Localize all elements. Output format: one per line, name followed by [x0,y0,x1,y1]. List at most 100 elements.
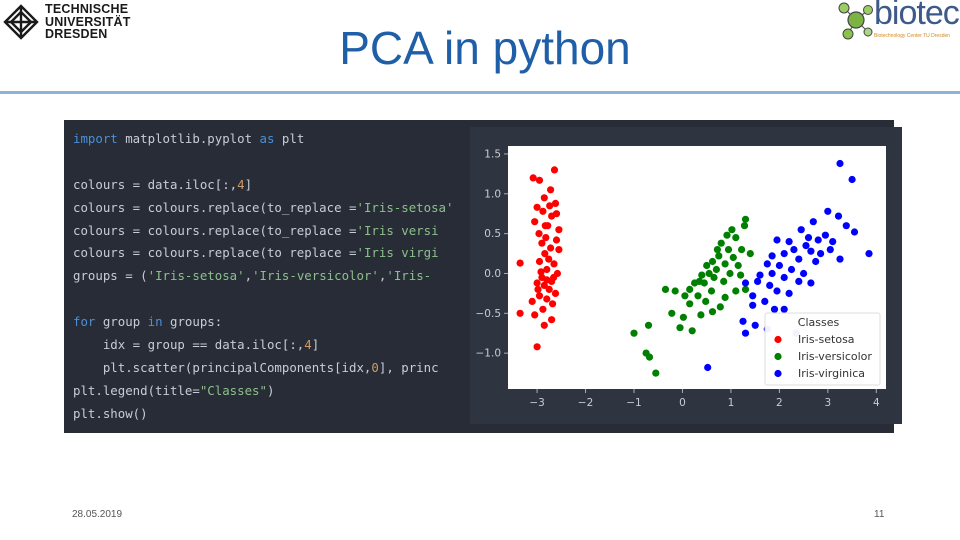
code-token: matplotlib.pyplot [117,131,260,146]
scatter-point [545,255,553,263]
legend-marker [774,335,782,344]
scatter-point [708,257,717,266]
code-token: "Classes" [199,382,267,398]
biotec-logo: biotec Biotechnology Center TU Dresden [836,0,960,44]
code-token: colours = colours.replace(to_replace = [73,199,357,215]
scatter-point [533,279,541,287]
code-token: 'Iris versi [356,222,439,238]
scatter-point [551,199,560,207]
x-tick-label: 0 [679,397,686,409]
legend-label: Iris-virginica [798,367,865,380]
tu-line-3: DRESDEN [45,27,108,41]
scatter-point [535,176,544,184]
scatter-point [717,239,725,247]
scatter-point [824,207,832,215]
scatter-point [850,228,859,236]
scatter-point [715,252,723,260]
legend-label: Iris-versicolor [798,350,872,363]
scatter-point [741,279,750,287]
scatter-point [551,289,560,297]
scatter-point [768,269,776,278]
legend-marker [774,369,782,378]
scatter-point [555,246,563,254]
scatter-point [535,230,543,238]
scatter-point [826,246,834,254]
scatter-point [531,218,539,226]
y-tick-label: 0.5 [484,228,501,240]
scatter-point [775,261,783,270]
code-token: 'Iris-setosa' [147,268,245,284]
scatter-point [807,279,815,287]
tu-dresden-logo: TECHNISCHE UNIVERSITÄT DRESDEN [2,2,142,42]
scatter-point [842,222,850,230]
code-token: 4 [237,176,245,192]
scatter-point [728,226,736,234]
y-tick-label: 0.0 [484,268,501,280]
scatter-point [732,287,740,295]
slide-title: PCA in python [339,22,631,74]
x-tick-label: 3 [825,397,832,409]
scatter-point [780,250,788,258]
scatter-point [721,293,729,301]
scatter-point [688,327,696,335]
code-token: as [259,131,275,146]
scatter-point [552,210,561,218]
scatter-point [698,271,706,279]
scatter-point [754,277,762,285]
scatter-point [795,277,803,285]
scatter-point [790,246,798,254]
scatter-point [671,287,679,295]
code-token: 'Iris-setosa' [356,199,454,215]
x-tick-label: 2 [776,397,783,409]
scatter-point [668,309,676,317]
scatter-point [707,287,716,295]
scatter-point [645,353,654,361]
scatter-point [716,303,724,311]
code-token: ] [244,176,253,192]
scatter-point [543,295,551,303]
scatter-point [802,242,810,250]
scatter-point [686,285,694,293]
scatter-point [829,238,837,246]
code-token: plt.legend(title= [73,382,200,398]
scatter-point [695,277,703,285]
y-tick-label: 1.5 [484,148,501,160]
legend-box [764,312,881,386]
scatter-point [756,271,764,279]
scatter-point [800,269,808,278]
scatter-point [541,222,549,230]
scatter-point [652,369,660,377]
code-line: plt.show() [73,403,453,426]
scatter-point [661,285,670,293]
scatter-point [766,281,774,289]
scatter-point [809,218,817,226]
code-token: 4 [304,337,312,353]
code-token: 'Iris- [386,268,432,284]
code-token: plt [274,131,305,146]
code-token: groups: [162,314,223,330]
scatter-point [686,300,694,308]
tu-dresden-emblem-icon [3,4,39,40]
scatter-point [749,301,757,309]
y-tick-label: −0.5 [476,308,502,320]
scatter-point [535,292,544,300]
scatter-point [817,250,825,258]
scatter-point [751,321,759,329]
scatter-point [549,300,557,308]
scatter-point [543,265,551,274]
scatter-point [540,321,548,329]
x-tick-label: −1 [626,397,641,409]
legend-title: Classes [798,316,840,329]
scatter-point [547,244,555,252]
scatter-point [630,329,638,337]
code-token: idx = group == data.iloc[:, [73,337,305,353]
scatter-point [548,316,556,324]
scatter-point [814,236,822,244]
scatter-point [780,305,788,313]
scatter-point [679,313,687,321]
code-token: for [73,314,96,330]
slide-date: 28.05.2019 [72,509,123,520]
scatter-point [708,308,717,316]
scatter-point [836,159,844,168]
code-line: idx = group == data.iloc[:,4] [73,334,453,357]
